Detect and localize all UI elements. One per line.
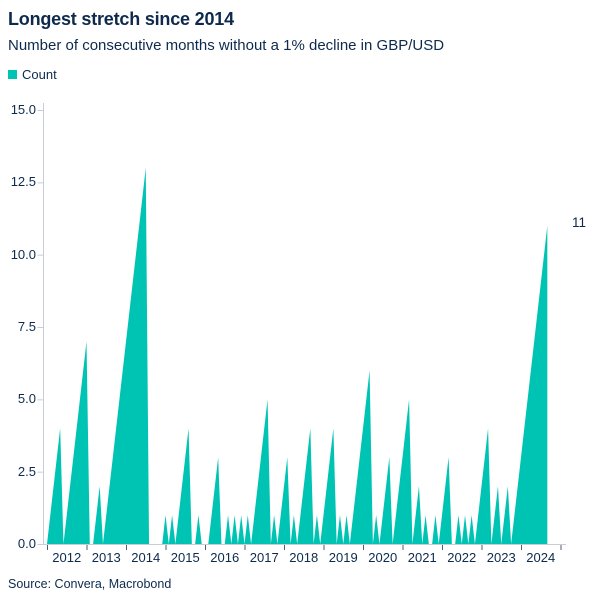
x-tick-label: 2016 <box>210 550 240 565</box>
y-tick-label: 2.5 <box>17 463 36 479</box>
x-tick-label: 2020 <box>368 550 398 565</box>
last-value-annotation: 11 <box>572 215 587 230</box>
legend-swatch-icon <box>8 70 17 79</box>
count-area-series <box>43 167 548 544</box>
y-tick-label: 7.5 <box>17 319 36 334</box>
x-tick-label: 2019 <box>328 550 358 565</box>
y-tick-label: 10.0 <box>10 246 36 262</box>
x-tick-label: 2018 <box>289 550 319 565</box>
x-tick-label: 2024 <box>526 550 556 565</box>
x-tick-label: 2013 <box>91 550 121 565</box>
x-tick-label: 2023 <box>486 550 516 565</box>
y-tick-label: 0.0 <box>17 536 36 551</box>
y-tick-label: 12.5 <box>10 174 36 190</box>
x-tick-label: 2015 <box>170 550 200 565</box>
legend-label: Count <box>22 67 57 82</box>
legend: Count <box>8 67 57 82</box>
x-tick-label: 2021 <box>407 550 437 565</box>
chart-title: Longest stretch since 2014 <box>8 9 234 29</box>
y-tick-label: 5.0 <box>17 391 36 407</box>
x-tick-label: 2014 <box>131 550 161 565</box>
x-tick-label: 2022 <box>447 550 477 565</box>
y-tick-label: 15.0 <box>10 102 36 117</box>
chart-subtitle: Number of consecutive months without a 1… <box>8 37 445 54</box>
x-tick-label: 2012 <box>52 550 82 565</box>
x-tick-label: 2017 <box>249 550 279 565</box>
source-note: Source: Convera, Macrobond <box>8 577 172 591</box>
